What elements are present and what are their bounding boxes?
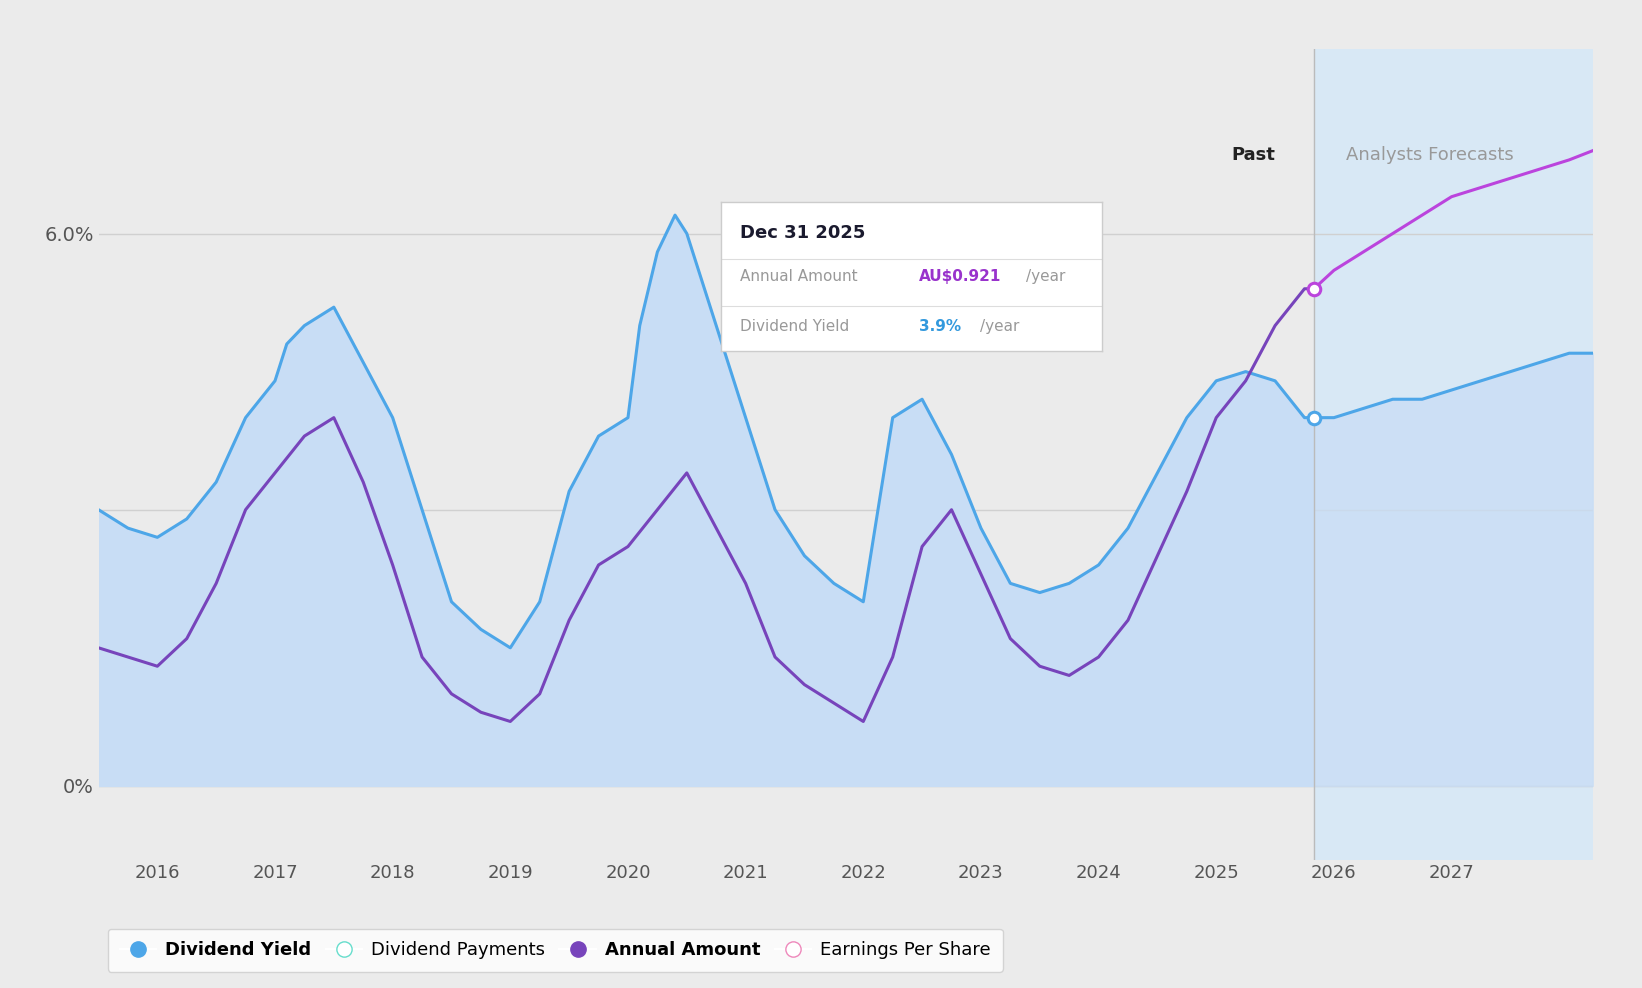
Bar [1314,49,1593,860]
Legend: Dividend Yield, Dividend Payments, Annual Amount, Earnings Per Share: Dividend Yield, Dividend Payments, Annua… [107,929,1003,972]
Text: AU$0.921: AU$0.921 [920,269,1002,284]
Text: /year: /year [1026,269,1066,284]
Text: /year: /year [980,319,1020,334]
Text: Dec 31 2025: Dec 31 2025 [741,224,865,242]
Text: 3.9%: 3.9% [920,319,961,334]
Text: Analysts Forecasts: Analysts Forecasts [1346,146,1514,164]
Text: Annual Amount: Annual Amount [741,269,857,284]
Text: Past: Past [1232,146,1276,164]
Text: Dividend Yield: Dividend Yield [741,319,849,334]
